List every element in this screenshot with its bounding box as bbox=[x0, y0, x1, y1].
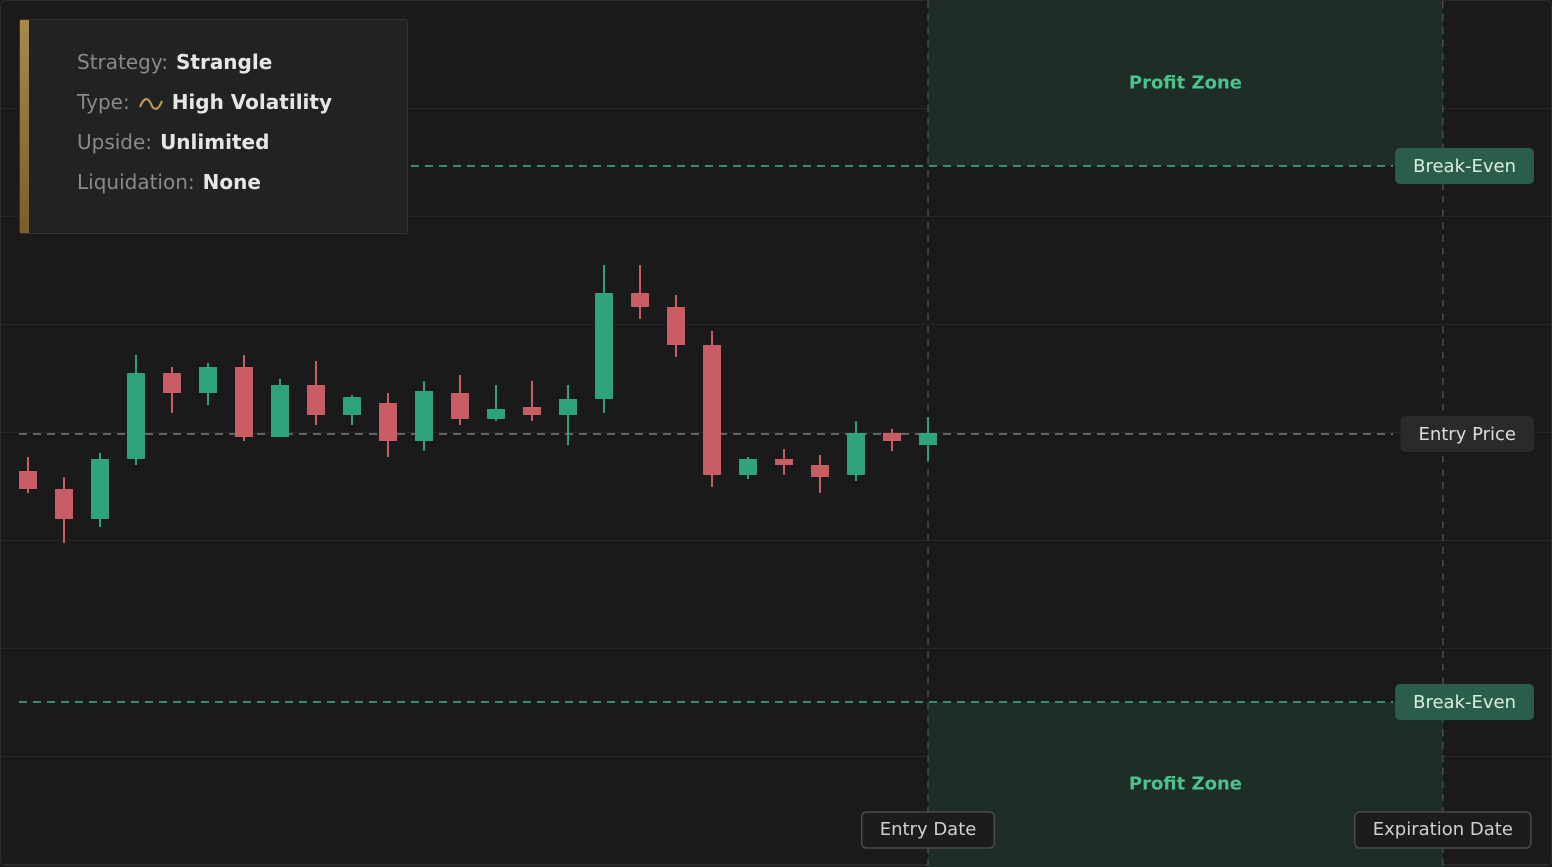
panel-row: Strategy: Strangle bbox=[77, 50, 272, 74]
tag-label: Break-Even bbox=[1413, 156, 1516, 177]
panel-label: Upside: bbox=[77, 130, 153, 154]
candle-body bbox=[595, 293, 614, 399]
tag-box bbox=[1400, 416, 1534, 452]
candle-body bbox=[271, 385, 290, 437]
candle-body bbox=[667, 307, 686, 345]
candle-body bbox=[739, 459, 758, 475]
panel-row: Liquidation: None bbox=[77, 170, 261, 194]
candle-body bbox=[847, 433, 866, 475]
candle-body bbox=[883, 433, 902, 441]
accent-bar bbox=[20, 20, 29, 233]
profit-zone bbox=[928, 1, 1443, 166]
reference-tag: Break-Even bbox=[1395, 148, 1534, 184]
candle-body bbox=[415, 391, 434, 441]
panel-value: None bbox=[202, 170, 261, 194]
candle-body bbox=[55, 489, 74, 519]
date-label: Expiration Date bbox=[1373, 819, 1513, 840]
candle-body bbox=[451, 393, 470, 419]
candle-body bbox=[307, 385, 326, 415]
reference-tag: Break-Even bbox=[1395, 684, 1534, 720]
candle-body bbox=[199, 367, 218, 393]
zones: Profit Zone Profit Zone bbox=[928, 1, 1443, 867]
candle-body bbox=[703, 345, 722, 475]
tag-box bbox=[1354, 811, 1532, 849]
candle-body bbox=[775, 459, 794, 465]
tag-label: Entry Price bbox=[1418, 424, 1516, 445]
candle-body bbox=[91, 459, 110, 519]
tag-box bbox=[860, 811, 996, 849]
candle-body bbox=[235, 367, 254, 437]
panel-value: Unlimited bbox=[160, 130, 270, 154]
panel-value: High Volatility bbox=[171, 90, 332, 114]
strategy-panel: Strategy: Strangle Type: High Volatility U… bbox=[19, 19, 408, 234]
candle-body bbox=[559, 399, 578, 415]
candle-body bbox=[523, 407, 542, 415]
date-tag: Entry Date bbox=[860, 811, 996, 849]
candle-body bbox=[379, 403, 398, 441]
date-label: Entry Date bbox=[880, 819, 977, 840]
tag-box bbox=[1395, 684, 1534, 720]
candle-body bbox=[343, 397, 362, 415]
panel-row: Upside: Unlimited bbox=[77, 130, 269, 154]
panel-label: Type: bbox=[77, 90, 130, 114]
candle-body bbox=[811, 465, 830, 477]
date-tag: Expiration Date bbox=[1354, 811, 1532, 849]
candle-body bbox=[19, 471, 38, 489]
candle-body bbox=[487, 409, 506, 419]
panel-value: Strangle bbox=[175, 50, 273, 74]
panel-label: Strategy: bbox=[77, 50, 168, 74]
candle-body bbox=[919, 433, 938, 445]
candle-body bbox=[631, 293, 650, 307]
wave-icon bbox=[138, 97, 163, 110]
candle-body bbox=[163, 373, 182, 393]
zone-label: Profit Zone bbox=[1129, 73, 1242, 94]
reference-tag: Entry Price bbox=[1400, 416, 1534, 452]
panel-row: Type: High Volatility bbox=[77, 90, 332, 114]
zone-label: Profit Zone bbox=[1129, 774, 1242, 795]
tag-box bbox=[1395, 148, 1534, 184]
tag-label: Break-Even bbox=[1413, 692, 1516, 713]
candle-body bbox=[127, 373, 146, 459]
panel-label: Liquidation: bbox=[77, 170, 195, 194]
